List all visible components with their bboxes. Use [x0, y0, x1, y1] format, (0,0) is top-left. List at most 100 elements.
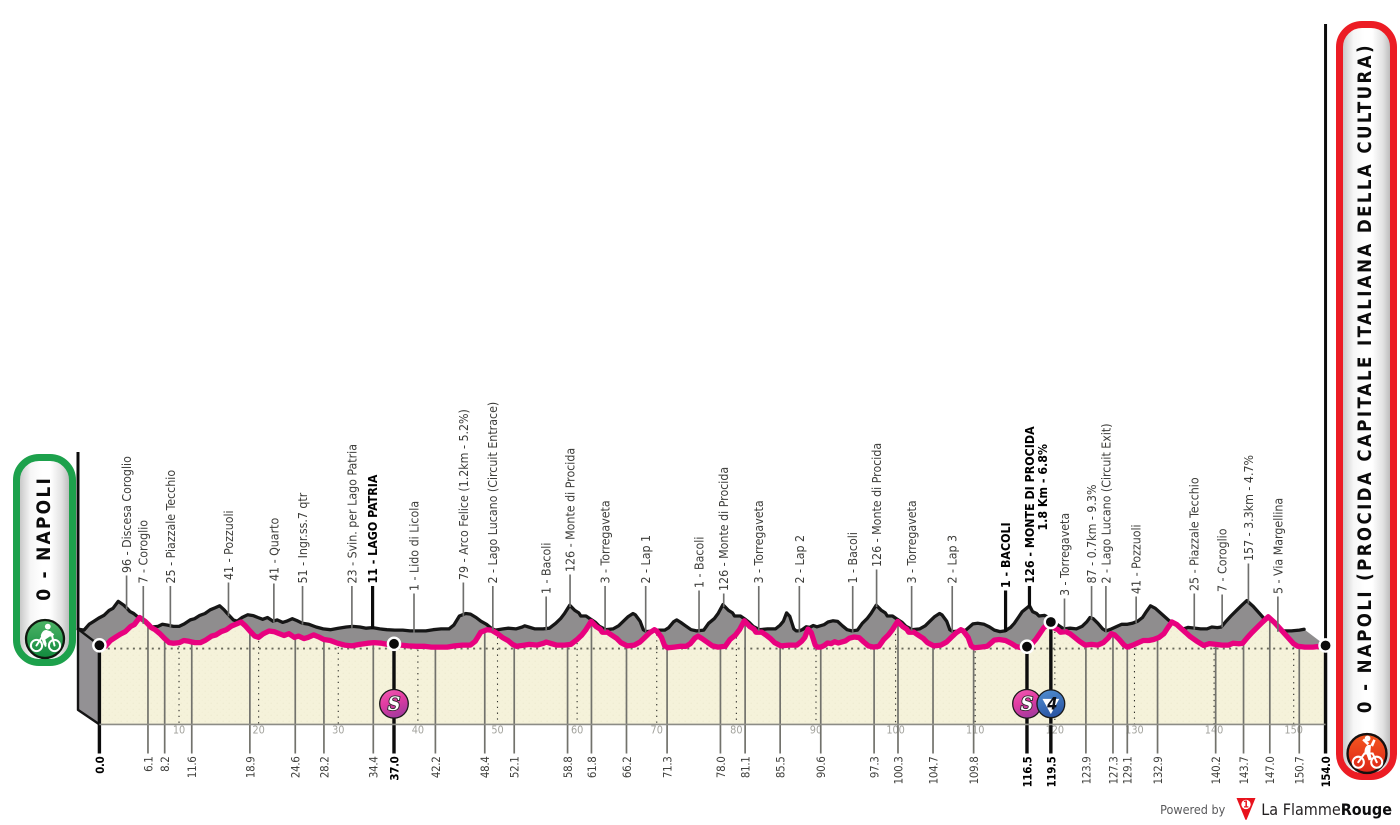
distance-label: 0.0: [93, 756, 107, 773]
svg-text:1: 1: [1243, 800, 1249, 811]
waypoint-label: 2 - Lap 2: [793, 535, 807, 584]
profile-back-outline: [76, 598, 1306, 634]
distance-label: 119.5: [1044, 756, 1058, 787]
waypoint-label: 41 - Pozzuoli: [1130, 524, 1144, 594]
waypoint-label: 23 - Svin. per Lago Patria: [345, 444, 359, 584]
profile-dot: [386, 636, 402, 652]
axis-number: 10: [173, 724, 185, 737]
distance-label: 150.7: [1293, 757, 1307, 785]
distance-label: 143.7: [1237, 757, 1251, 785]
waypoint-label: 96 - Discesa Coroglio: [120, 456, 134, 573]
svg-text:S: S: [1021, 693, 1033, 715]
waypoint-label: 3 - Torregaveta: [905, 500, 919, 583]
svg-text:S: S: [388, 693, 400, 715]
distance-label: 71.3: [660, 757, 674, 779]
waypoint-label: 11 - LAGO PATRIA: [366, 474, 380, 583]
waypoint-label: 126 - MONTE DI PROCIDA: [1023, 426, 1037, 584]
axis-number: 120: [1046, 724, 1065, 737]
distance-label: 58.8: [561, 757, 575, 779]
axis-number: 40: [412, 724, 424, 737]
distance-label: 132.9: [1151, 757, 1165, 785]
axis-number: 30: [332, 724, 344, 737]
waypoint-label: 3 - Torregaveta: [1058, 513, 1072, 596]
profile-dot: [92, 637, 107, 653]
profile-dot: [1019, 639, 1035, 654]
distance-label: 109.8: [967, 757, 981, 785]
distance-labels: 0.0 6.1 8.2 11.6 18.9 24.6 28.2 34.4 37.0 42.2 48.…: [93, 756, 1333, 787]
waypoint-label: 2 - Lap 1: [639, 535, 653, 584]
waypoint-label: 41 - Quarto: [267, 518, 281, 581]
distance-label: 100.3: [891, 757, 905, 785]
waypoint-label: 3 - Torregaveta: [752, 500, 766, 583]
brand-text: La FlammeRouge: [1261, 799, 1392, 819]
svg-text:4: 4: [1046, 695, 1057, 714]
distance-label: 61.8: [585, 757, 599, 779]
distance-label: 140.2: [1209, 757, 1223, 785]
start-banner-label: 0 - NAPOLI: [33, 475, 55, 601]
waypoint-label: 2 - Lap 3: [946, 535, 960, 584]
waypoint-label: 157 - 3.3km - 4.7%: [1242, 455, 1256, 561]
distance-label: 81.1: [739, 757, 753, 779]
axis-number: 90: [810, 724, 822, 737]
axis-number: 150: [1284, 724, 1303, 737]
waypoint-label: 1 - Lido di Licola: [407, 501, 421, 591]
distance-label: 42.2: [429, 757, 443, 779]
distance-label: 85.5: [774, 757, 788, 779]
distance-label: 104.7: [926, 757, 940, 785]
waypoint-label: 1 - BACOLI: [999, 522, 1013, 588]
powered-by-text: Powered by: [1160, 801, 1226, 817]
start-banner: 0 - NAPOLI: [13, 454, 76, 666]
waypoint-label: 126 - Monte di Procida: [870, 443, 884, 567]
distance-label: 78.0: [714, 757, 728, 779]
waypoint-leaders: [125, 563, 1279, 633]
cyclist-finish-icon: [1345, 732, 1388, 775]
distance-label: 24.6: [289, 757, 303, 779]
sprint-badge: S: [1012, 688, 1042, 719]
waypoint-label: 87 - 0.7km - 9.3%: [1085, 485, 1099, 584]
profile-dot: [1043, 614, 1059, 630]
axis-number: 50: [491, 724, 503, 737]
axis-number: 130: [1125, 724, 1144, 737]
axis-tick-numbers: 10 20 30 40 50 60 70 80 90 100 110 120 130 140 150: [173, 724, 1303, 737]
waypoint-labels: 96 - Discesa Coroglio 7 - Coroglio 25 - Pi…: [120, 402, 1285, 596]
cat4-climb-badge: 4: [1036, 689, 1066, 719]
axis-number: 80: [730, 724, 742, 737]
elevation-profile-line: [96, 614, 1329, 651]
axis-number: 70: [651, 724, 663, 737]
distance-label: 37.0: [387, 756, 401, 780]
distance-label: 48.4: [478, 757, 492, 779]
axis-number: 60: [571, 724, 583, 737]
distance-label: 90.6: [814, 757, 828, 779]
waypoint-label: 79 - Arco Felice (1.2km - 5.2%): [457, 409, 471, 580]
distance-label: 28.2: [317, 757, 331, 779]
waypoint-label: 25 - Piazzale Tecchio: [1188, 477, 1202, 591]
flamme-rouge-triangle-icon: 1: [1236, 798, 1256, 820]
waypoint-label: 126 - Monte di Procida: [563, 448, 577, 572]
axis-number: 110: [966, 724, 985, 737]
waypoint-label: 41 - Pozzuoli: [222, 510, 236, 580]
distance-label: 129.1: [1121, 757, 1135, 785]
waypoint-label: 7 - Coroglio: [137, 520, 151, 584]
waypoint-label: 51 - Ingr.ss.7 qtr: [296, 492, 310, 583]
finish-banner: 0 - NAPOLI (PROCIDA CAPITALE ITALIANA DE…: [1336, 21, 1397, 780]
profile-dots: [92, 614, 1333, 654]
distance-label: 8.2: [158, 757, 172, 772]
distance-label: 34.4: [367, 757, 381, 779]
distance-label: 97.3: [868, 757, 882, 779]
sprint-badge: S: [379, 688, 409, 719]
waypoint-ticks: [97, 619, 1328, 754]
cyclist-start-icon: [24, 618, 66, 660]
distance-label: 147.0: [1263, 757, 1277, 785]
axis-number: 20: [252, 724, 264, 737]
axis-number: 100: [886, 724, 905, 737]
profile-dot: [1318, 638, 1333, 653]
waypoint-label: 3 - Torregaveta: [598, 500, 612, 583]
distance-label: 11.6: [185, 757, 199, 779]
distance-label: 127.3: [1106, 757, 1120, 785]
distance-label: 154.0: [1319, 756, 1333, 787]
distance-label: 66.2: [620, 757, 634, 779]
waypoint-label: 2 - Lago Lucano (Circuit Exit): [1099, 423, 1113, 583]
distance-label: 116.5: [1020, 756, 1034, 787]
waypoint-label: 25 - Piazzale Tecchio: [164, 470, 178, 584]
